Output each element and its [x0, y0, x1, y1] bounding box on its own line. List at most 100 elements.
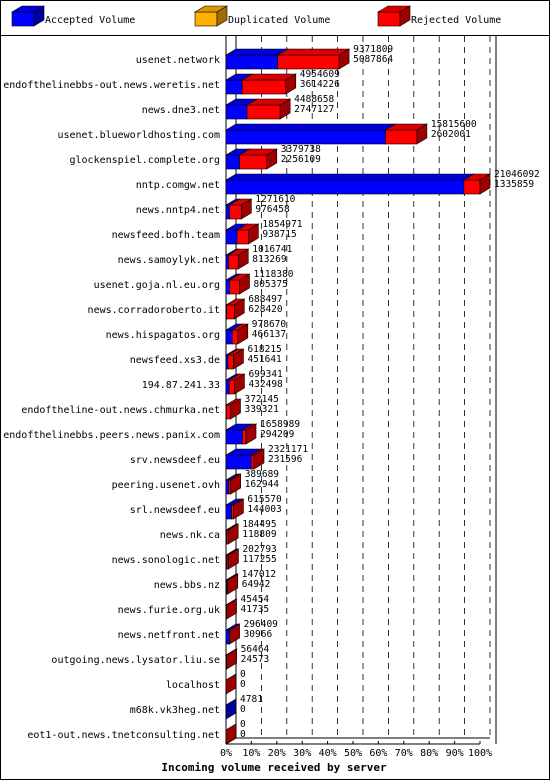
- server-label: outgoing.news.lysator.liu.se: [51, 655, 220, 666]
- server-label: news.nk.ca: [160, 530, 220, 541]
- bar-row: [224, 648, 238, 670]
- value-label-rejected: 976458: [255, 204, 290, 215]
- bar-accepted-front: [225, 104, 248, 120]
- value-label-rejected: 294209: [260, 429, 295, 440]
- value-label-rejected: 432498: [248, 379, 283, 390]
- x-tick-label-0: 0%: [220, 748, 232, 759]
- bar-rejected: [225, 573, 239, 595]
- bar-rejected: [228, 623, 241, 645]
- bar-row: [224, 298, 246, 320]
- bar-row: [224, 98, 292, 120]
- value-label-rejected: 339321: [244, 404, 279, 415]
- server-label: eot1-out.news.tnetconsulting.net: [27, 730, 220, 741]
- bar-rejected: [224, 598, 238, 620]
- value-label-rejected: 0: [240, 729, 246, 740]
- value-label-total: 1854971: [262, 219, 302, 230]
- bar-rejected-side: [226, 598, 237, 620]
- bar-rejected-side: [239, 273, 250, 295]
- bar-accepted-front: [225, 229, 238, 245]
- grid-lines: [225, 36, 497, 745]
- value-label-total: 1658989: [260, 419, 300, 430]
- value-label-total: 372145: [244, 394, 278, 405]
- bar-rejected: [245, 98, 292, 120]
- bar-rejected-side: [248, 223, 259, 245]
- bar-rejected-front: [226, 404, 231, 420]
- bar-rejected-front: [228, 254, 239, 270]
- bar-row: [224, 623, 241, 645]
- bar-accepted-front: [225, 179, 465, 195]
- server-label: 194.87.241.33: [142, 380, 220, 391]
- value-label-rejected: 0: [240, 679, 246, 690]
- value-label-rejected: 118809: [242, 529, 277, 540]
- bar-rejected: [228, 373, 246, 395]
- bar-rejected: [231, 323, 249, 345]
- bar-row: [224, 573, 239, 595]
- bar-rejected-side: [228, 548, 239, 570]
- bar-rejected-side: [241, 198, 252, 220]
- value-label-total: 296409: [244, 619, 279, 630]
- x-tick-label-10: 100%: [468, 748, 492, 759]
- server-label: news.samoylyk.net: [118, 255, 220, 266]
- bar-row: [224, 448, 266, 470]
- bar-rejected-side: [285, 73, 297, 95]
- value-label-rejected: 117255: [242, 554, 276, 565]
- bar-rejected-top: [276, 48, 351, 56]
- bar-accepted: [224, 123, 397, 145]
- value-label-rejected: 466137: [252, 329, 286, 340]
- server-label: peering.usenet.ovh: [112, 480, 220, 491]
- bar-rejected-side: [229, 623, 240, 645]
- bar-rejected-side: [237, 248, 249, 270]
- x-tick-label-2: 20%: [268, 748, 286, 759]
- bar-rejected: [241, 423, 258, 445]
- value-label-total: 9371809: [353, 44, 393, 55]
- bar-empty: [225, 723, 237, 745]
- legend-swatch-accepted: [10, 5, 46, 27]
- server-label: news.furie.org.uk: [118, 605, 220, 616]
- bar-row: [224, 273, 251, 295]
- bar-accepted-side: [225, 698, 237, 720]
- value-label-total: 3379738: [281, 144, 321, 155]
- value-label-total: 688497: [248, 294, 282, 305]
- value-label-total: 1118380: [253, 269, 293, 280]
- x-tick-label-4: 40%: [319, 748, 337, 759]
- value-label-total: 2321171: [268, 444, 308, 455]
- bar-row: [224, 598, 238, 620]
- bar-rejected: [225, 548, 240, 570]
- legend-swatch-rejected: [376, 5, 412, 27]
- value-label-total: 15815600: [431, 119, 477, 130]
- bar-row: [224, 123, 428, 145]
- value-label-total: 0: [240, 669, 246, 680]
- value-label-total: 56464: [241, 644, 270, 655]
- bar-accepted-front: [225, 329, 233, 345]
- bar-accepted-front: [225, 629, 230, 645]
- value-label-rejected: 813269: [252, 254, 287, 265]
- bar-rejected-front: [229, 204, 242, 220]
- bar-rejected-side: [479, 173, 491, 195]
- value-label-total: 4954609: [300, 69, 340, 80]
- bar-accepted-front: [225, 479, 230, 495]
- bar-rejected: [235, 223, 260, 245]
- value-label-total: 4781: [240, 694, 263, 705]
- x-axis-title: Incoming volume received by server: [161, 761, 387, 774]
- server-label: srl.newsdeef.eu: [130, 505, 220, 516]
- legend-swatch-rejected-side: [399, 5, 411, 27]
- legend-swatch-rejected-front: [377, 11, 401, 27]
- bar-accepted-front: [225, 429, 243, 445]
- bar-accepted-front: [225, 254, 229, 270]
- server-label: m68k.vk3heg.net: [130, 705, 220, 716]
- bar-row: [224, 498, 245, 520]
- bar-row: [224, 348, 245, 370]
- server-label: localhost: [166, 680, 220, 691]
- bar-rejected-front: [246, 104, 281, 120]
- value-label-total: 45454: [241, 594, 270, 605]
- bar-row: [224, 248, 250, 270]
- value-label-rejected: 41735: [241, 604, 270, 615]
- value-label-rejected: 64942: [242, 579, 271, 590]
- bar-accepted: [224, 173, 475, 195]
- bar-rejected: [227, 248, 250, 270]
- server-label: usenet.network: [136, 55, 220, 66]
- bar-rejected: [241, 73, 297, 95]
- bar-rejected-front: [228, 379, 235, 395]
- value-label-rejected: 2602001: [431, 129, 471, 140]
- bar-rejected: [228, 198, 253, 220]
